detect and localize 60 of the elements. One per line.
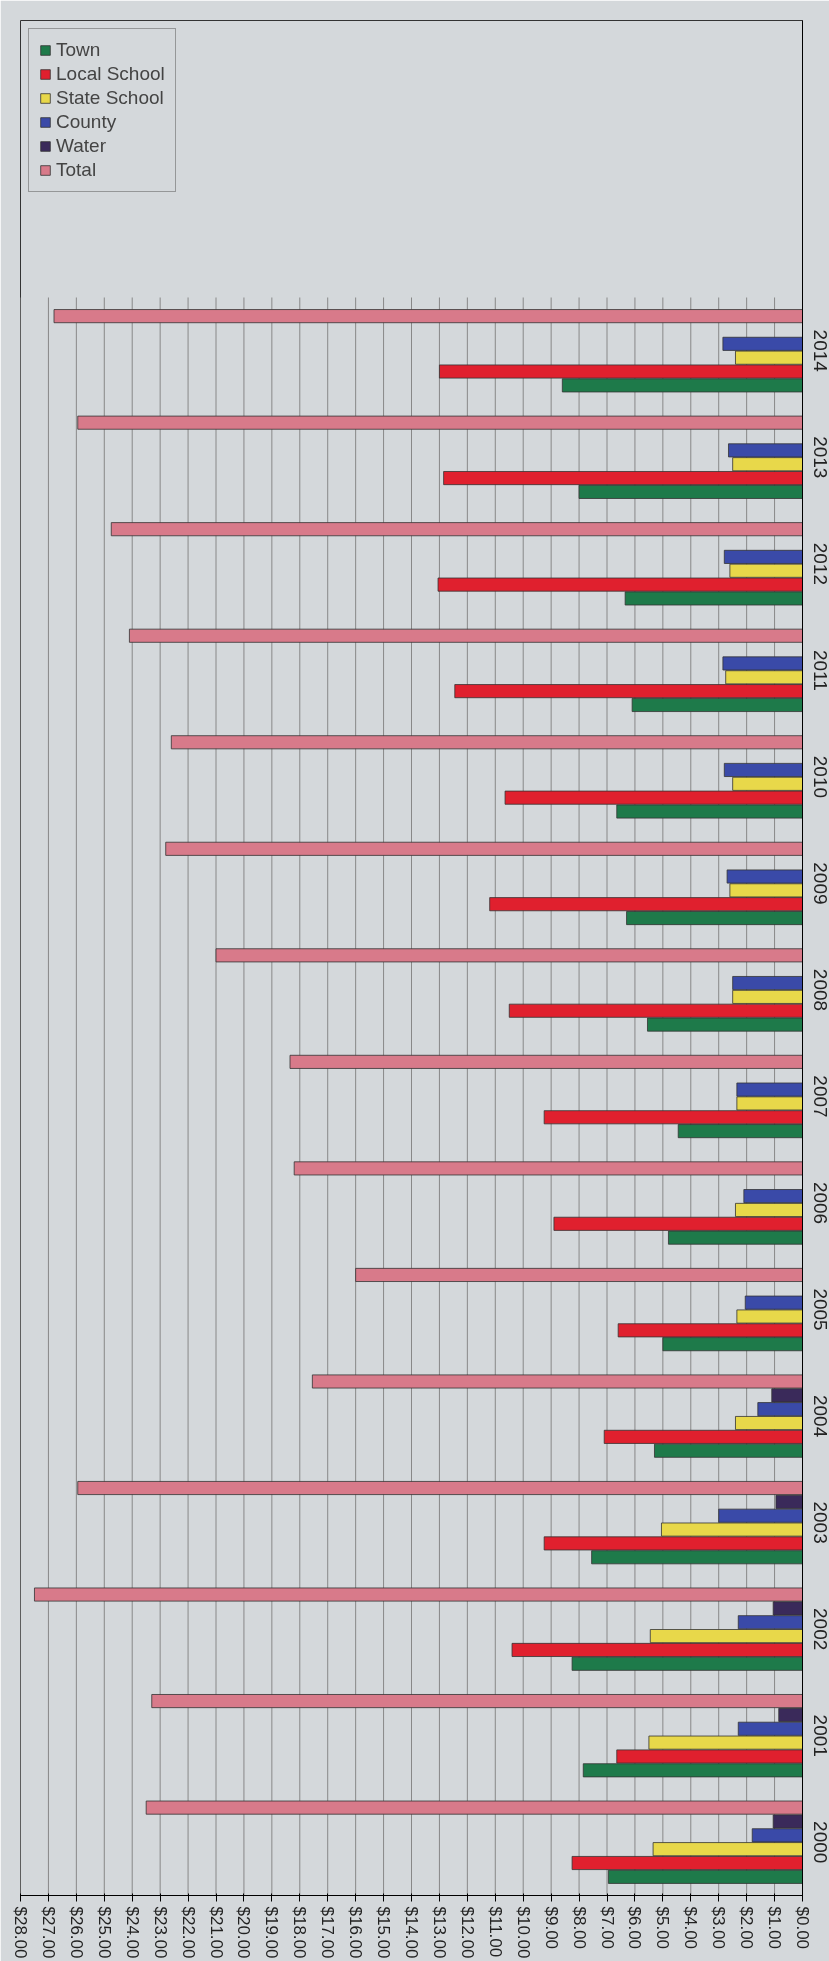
x-tick-label: $13.00 bbox=[429, 1906, 449, 1959]
x-tick-label: $17.00 bbox=[318, 1906, 338, 1959]
y-tick-label: 2014 bbox=[809, 329, 829, 373]
x-tick-label: $9.00 bbox=[541, 1906, 561, 1950]
x-tick-label: $19.00 bbox=[262, 1906, 282, 1959]
y-tick-label: 2003 bbox=[809, 1501, 829, 1544]
y-tick-label: 2008 bbox=[809, 968, 829, 1012]
legend-label: State School bbox=[56, 87, 164, 109]
y-tick-label: 2013 bbox=[809, 436, 829, 479]
legend-label: Local School bbox=[56, 63, 165, 85]
y-tick-label: 2012 bbox=[809, 542, 829, 585]
legend-label: County bbox=[56, 111, 117, 133]
x-tick-label: $21.00 bbox=[206, 1906, 226, 1959]
y-tick-label: 2011 bbox=[809, 649, 829, 691]
bar bbox=[293, 1161, 803, 1176]
x-tick-label: $6.00 bbox=[625, 1906, 645, 1950]
legend-label: Water bbox=[56, 135, 106, 157]
x-tick-label: $7.00 bbox=[597, 1906, 617, 1950]
bar bbox=[165, 841, 803, 856]
x-tick-label: $27.00 bbox=[38, 1906, 58, 1959]
x-tick-label: $18.00 bbox=[290, 1906, 310, 1959]
bar bbox=[215, 948, 803, 963]
bar bbox=[77, 415, 803, 430]
x-tick-label: $14.00 bbox=[402, 1906, 421, 1959]
bar bbox=[53, 309, 803, 324]
x-tick-label: $4.00 bbox=[681, 1906, 701, 1950]
x-tick-label: $1.00 bbox=[765, 1906, 785, 1950]
x-tick-label: $10.00 bbox=[513, 1906, 533, 1959]
x-tick-label: $2.00 bbox=[737, 1906, 757, 1950]
x-tick-label: $24.00 bbox=[122, 1906, 142, 1959]
y-tick-label: 2005 bbox=[809, 1288, 829, 1331]
bar bbox=[129, 628, 803, 643]
y-tick-label: 2007 bbox=[809, 1075, 829, 1118]
y-tick-label: 2009 bbox=[809, 862, 829, 905]
x-tick-label: $11.00 bbox=[485, 1906, 505, 1958]
y-tick-label: 2006 bbox=[809, 1181, 829, 1225]
x-tick-label: $3.00 bbox=[709, 1906, 729, 1950]
y-tick-label: 2002 bbox=[809, 1608, 829, 1651]
legend-label: Total bbox=[56, 159, 97, 181]
x-tick-label: $16.00 bbox=[346, 1906, 366, 1959]
x-tick-label: $26.00 bbox=[66, 1906, 86, 1959]
x-tick-label: $28.00 bbox=[11, 1906, 30, 1959]
x-tick-label: $8.00 bbox=[569, 1906, 589, 1950]
x-tick-label: $15.00 bbox=[374, 1906, 394, 1959]
x-tick-label: $12.00 bbox=[457, 1906, 477, 1959]
y-tick-label: 2004 bbox=[809, 1394, 829, 1438]
x-tick-label: $0.00 bbox=[793, 1906, 812, 1950]
y-tick-label: 2010 bbox=[809, 755, 829, 799]
x-tick-label: $20.00 bbox=[234, 1906, 254, 1959]
x-tick-label: $5.00 bbox=[653, 1906, 673, 1950]
legend-label: Town bbox=[56, 39, 101, 61]
y-tick-label: 2000 bbox=[809, 1821, 829, 1864]
x-tick-label: $22.00 bbox=[178, 1906, 198, 1959]
bar bbox=[110, 522, 803, 537]
bar bbox=[355, 1267, 803, 1282]
bar bbox=[170, 735, 803, 750]
x-tick-label: $25.00 bbox=[94, 1906, 114, 1959]
x-tick-label: $23.00 bbox=[150, 1906, 170, 1959]
y-tick-label: 2001 bbox=[809, 1714, 829, 1757]
bar bbox=[289, 1054, 803, 1069]
